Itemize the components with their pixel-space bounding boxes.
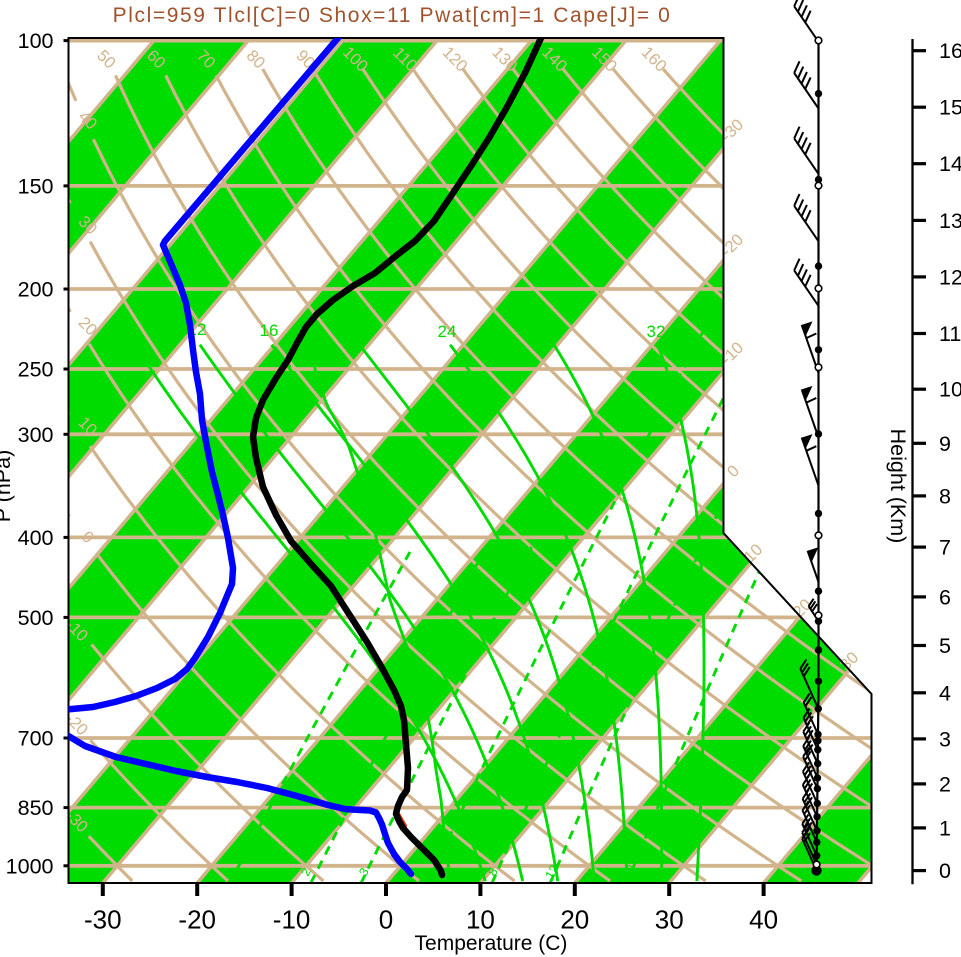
svg-text:-10: -10 [273, 905, 311, 935]
svg-text:250: 250 [18, 358, 54, 382]
svg-text:13: 13 [939, 209, 961, 233]
svg-text:16: 16 [939, 39, 961, 63]
svg-text:24: 24 [438, 322, 457, 341]
svg-text:8: 8 [939, 484, 951, 508]
svg-text:40: 40 [749, 905, 778, 935]
svg-text:16: 16 [260, 321, 279, 340]
svg-text:30: 30 [655, 905, 684, 935]
svg-text:14: 14 [939, 152, 961, 176]
svg-text:1000: 1000 [6, 854, 54, 878]
svg-text:200: 200 [18, 278, 54, 302]
svg-text:150: 150 [18, 174, 54, 198]
svg-text:4: 4 [939, 681, 951, 705]
svg-text:5: 5 [939, 634, 951, 658]
svg-text:300: 300 [18, 423, 54, 447]
svg-text:20: 20 [619, 862, 638, 881]
svg-text:12: 12 [939, 265, 961, 289]
svg-text:P (hPa): P (hPa) [0, 450, 15, 523]
svg-text:10: 10 [466, 905, 495, 935]
svg-text:10: 10 [939, 378, 961, 402]
svg-text:850: 850 [18, 796, 54, 820]
svg-text:9: 9 [939, 432, 951, 456]
svg-text:Temperature (C): Temperature (C) [415, 932, 568, 955]
svg-text:-20: -20 [178, 905, 216, 935]
svg-text:-30: -30 [84, 905, 122, 935]
svg-text:Height (Km): Height (Km) [886, 429, 910, 544]
svg-text:Plcl=959 Tlcl[C]=0 Shox=11 Pwa: Plcl=959 Tlcl[C]=0 Shox=11 Pwat[cm]=1 Ca… [113, 4, 672, 27]
svg-text:700: 700 [18, 727, 54, 751]
svg-text:20: 20 [560, 905, 589, 935]
svg-text:6: 6 [939, 585, 951, 609]
svg-text:500: 500 [18, 606, 54, 630]
svg-text:2: 2 [939, 772, 951, 796]
svg-text:11: 11 [939, 322, 961, 346]
svg-text:400: 400 [18, 526, 54, 550]
svg-text:1: 1 [939, 816, 951, 840]
svg-text:15: 15 [939, 96, 961, 120]
svg-text:100: 100 [18, 29, 54, 53]
svg-text:0: 0 [939, 859, 951, 883]
svg-text:12: 12 [542, 862, 561, 881]
svg-text:0: 0 [379, 905, 393, 935]
svg-text:7: 7 [939, 536, 951, 560]
svg-text:32: 32 [647, 322, 666, 341]
svg-text:3: 3 [939, 727, 951, 751]
